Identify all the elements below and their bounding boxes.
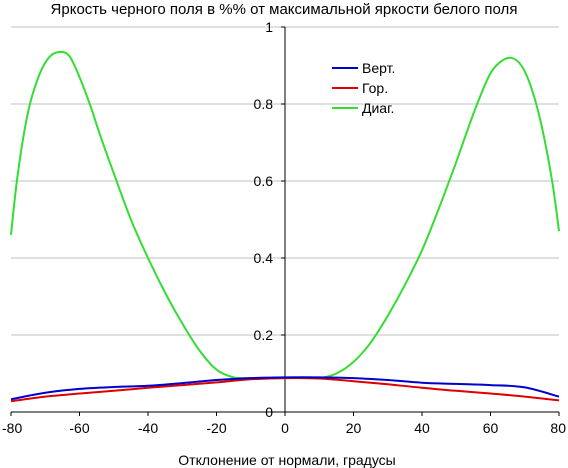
x-axis-label: Отклонение от нормали, градусы xyxy=(178,452,395,468)
axes xyxy=(11,27,559,413)
legend-label: Диаг. xyxy=(362,100,394,116)
x-tick-label: -20 xyxy=(206,420,226,436)
y-tick-label: 0.6 xyxy=(254,173,274,189)
tick-labels: -80 -60 -40 -20 0 20 40 60 80 0 0.2 0.4 0.6 0.8 1 xyxy=(2,19,566,436)
series-layer xyxy=(10,50,560,403)
x-tick-label: 20 xyxy=(346,420,362,436)
x-tick-label: 80 xyxy=(550,420,566,436)
legend-label: Гор. xyxy=(362,80,388,96)
x-tick-label: 40 xyxy=(414,420,430,436)
x-tick-label: 60 xyxy=(483,420,499,436)
x-tick-label: -40 xyxy=(138,420,158,436)
y-tick-label: 0 xyxy=(265,404,273,420)
x-tick-label: -80 xyxy=(2,420,22,436)
y-tick-label: 0.8 xyxy=(254,96,274,112)
x-tick-label: 0 xyxy=(281,420,289,436)
y-tick-label: 0.4 xyxy=(254,250,274,266)
x-tick-label: -60 xyxy=(69,420,89,436)
legend: Верт. Гор. Диаг. xyxy=(332,60,395,116)
y-tick-label: 1 xyxy=(265,19,273,35)
series-line xyxy=(10,376,560,401)
chart-title: Яркость черного поля в %% от максимально… xyxy=(51,1,518,18)
y-tick-label: 0.2 xyxy=(254,327,274,343)
legend-label: Верт. xyxy=(362,60,395,76)
